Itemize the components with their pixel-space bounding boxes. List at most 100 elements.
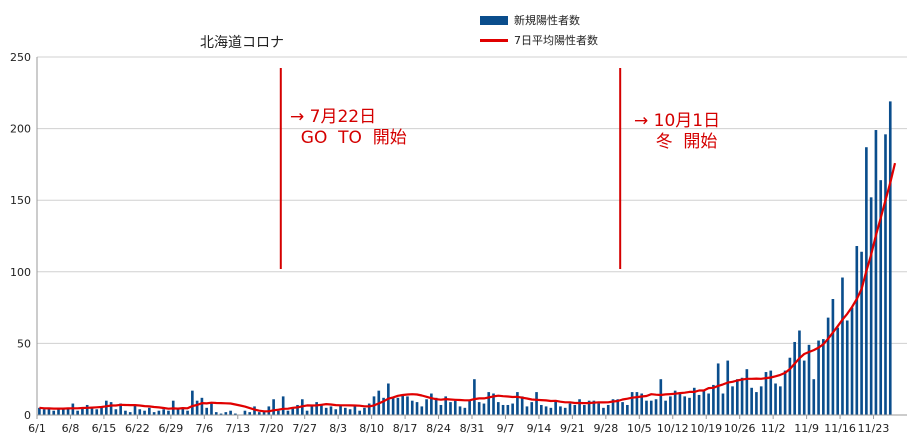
x-tick-label: 11/16 (824, 422, 856, 435)
y-tick-label: 0 (24, 409, 31, 422)
bar (152, 412, 156, 415)
bar (616, 399, 620, 415)
x-tick-label: 6/22 (125, 422, 150, 435)
bar (401, 394, 405, 415)
bar (836, 327, 840, 415)
bar (802, 360, 806, 415)
legend-item-line: 7日平均陽性者数 (480, 30, 598, 50)
bar (549, 407, 553, 415)
bar (769, 370, 773, 415)
bar (630, 392, 634, 415)
x-tick-label: 10/26 (724, 422, 756, 435)
bar (774, 383, 777, 415)
bar (621, 402, 624, 415)
bar (449, 402, 452, 415)
bar (640, 393, 644, 415)
bar (181, 407, 185, 415)
bar (363, 407, 366, 415)
chart-title: 北海道コロナ (200, 35, 284, 51)
bar (735, 379, 739, 415)
bar (310, 404, 314, 415)
x-tick-label: 8/24 (426, 422, 451, 435)
x-tick-label: 11/2 (761, 422, 786, 435)
bar (468, 400, 471, 415)
bar (669, 396, 672, 415)
bar (42, 409, 46, 415)
bar (114, 409, 118, 415)
bar (57, 407, 60, 415)
bar (219, 413, 223, 415)
bar (358, 410, 361, 415)
bar (262, 410, 266, 415)
bar (406, 396, 409, 415)
bar (291, 407, 295, 415)
bar (683, 396, 687, 415)
bar (410, 400, 414, 415)
bar (124, 410, 127, 415)
bar (755, 392, 758, 415)
bar (793, 341, 796, 415)
bar (583, 404, 586, 415)
bar (90, 407, 94, 415)
bar (764, 372, 768, 415)
bar (496, 402, 500, 415)
bar (162, 409, 165, 415)
bar (831, 299, 835, 415)
bar (100, 406, 103, 415)
bar (205, 407, 209, 415)
bar (195, 400, 199, 415)
bar (587, 400, 591, 415)
axes (36, 57, 907, 416)
bar (506, 404, 510, 415)
bar (133, 404, 137, 415)
bar (272, 399, 275, 415)
bar (444, 396, 448, 415)
y-tick-label: 250 (10, 51, 31, 64)
bar (841, 277, 844, 415)
bar (286, 410, 290, 415)
annotation-winter: → 10月1日 冬 開始 (634, 111, 721, 152)
bar (492, 393, 495, 415)
bar (606, 404, 610, 415)
legend-label-bars: 新規陽性者数 (514, 14, 580, 27)
bar (874, 130, 878, 416)
bar (535, 392, 538, 415)
bar (344, 407, 347, 415)
bar (61, 409, 65, 415)
x-tick-label: 10/19 (690, 422, 722, 435)
bar (822, 339, 825, 415)
bar (731, 386, 734, 415)
bar (817, 340, 820, 415)
bar (702, 390, 706, 415)
bar (563, 407, 567, 415)
x-tick-label: 7/6 (195, 422, 213, 435)
bar (865, 147, 868, 415)
bar (688, 397, 691, 415)
bar (128, 412, 132, 415)
avg-line (39, 162, 897, 413)
bar (807, 344, 811, 415)
bar (783, 370, 787, 415)
bar (38, 407, 41, 415)
bar (243, 410, 247, 415)
x-tick-label: 10/12 (657, 422, 689, 435)
bar (119, 403, 122, 415)
x-tick-label: 9/21 (560, 422, 585, 435)
y-tick-label: 150 (10, 194, 31, 207)
x-tick-label: 8/31 (460, 422, 485, 435)
bar (779, 386, 782, 415)
bar (382, 397, 385, 415)
bar (826, 317, 830, 415)
bar (554, 400, 557, 415)
y-tick-label: 200 (10, 123, 31, 136)
bar (645, 400, 648, 415)
bar (487, 392, 491, 415)
x-tick-label: 6/8 (62, 422, 80, 435)
bar (568, 403, 572, 415)
x-tick-label: 8/3 (329, 422, 347, 435)
bar (635, 392, 639, 415)
bar (520, 396, 524, 415)
bar (277, 410, 280, 415)
y-tick-label: 100 (10, 266, 31, 279)
x-tick-label: 6/29 (158, 422, 183, 435)
